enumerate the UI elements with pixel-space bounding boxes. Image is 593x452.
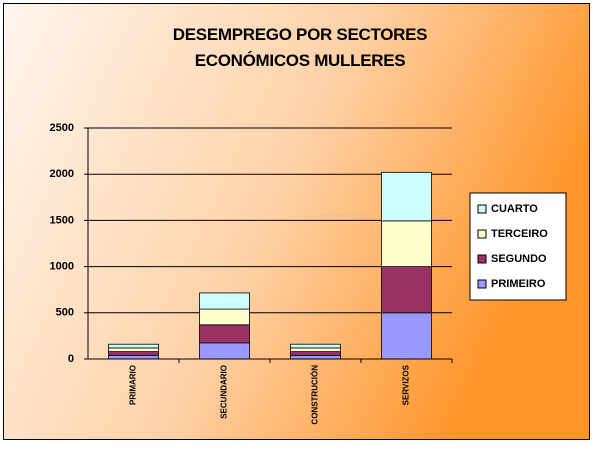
- bar-segment: [108, 354, 159, 360]
- chart-title: DESEMPREGO POR SECTORES ECONÓMICOS MULLE…: [172, 25, 428, 70]
- legend-swatch: [477, 204, 487, 214]
- legend-label: CUARTO: [491, 203, 538, 215]
- bar-segment: [290, 343, 341, 349]
- legend-swatch: [477, 254, 487, 264]
- bar-segment: [290, 347, 341, 353]
- y-tick-label: 2500: [50, 122, 74, 134]
- bar-segment: [199, 342, 250, 360]
- bar-segment: [108, 343, 159, 349]
- bar-segment: [199, 308, 250, 326]
- bar-segment: [381, 220, 432, 267]
- x-tick-label: PRIMARIO: [129, 365, 138, 405]
- bar-segment: [290, 354, 341, 360]
- legend-label: PRIMEIRO: [491, 278, 546, 290]
- bar-segment: [381, 312, 432, 360]
- y-tick-label: 1000: [50, 261, 74, 273]
- bar-segment: [108, 351, 159, 356]
- bar-segment: [381, 266, 432, 314]
- bar-segment: [199, 324, 250, 344]
- bar-segment: [108, 347, 159, 353]
- y-tick-label: 2000: [50, 168, 74, 180]
- legend-label: TERCEIRO: [491, 228, 548, 240]
- bar-segment: [381, 171, 432, 222]
- legend-swatch: [477, 279, 487, 289]
- legend-swatch: [477, 229, 487, 239]
- bar-segment: [290, 351, 341, 356]
- x-tick-label: SERVIZOS: [402, 364, 411, 405]
- y-tick-label: 500: [56, 307, 74, 319]
- bar-segment: [199, 292, 250, 310]
- legend-label: SEGUNDO: [491, 253, 547, 265]
- x-tick-label: CONSTRUCIÓN: [311, 365, 320, 425]
- x-tick-label: SECUNDARIO: [220, 365, 229, 419]
- y-tick-label: 1500: [50, 214, 74, 226]
- y-tick-label: 0: [68, 353, 74, 365]
